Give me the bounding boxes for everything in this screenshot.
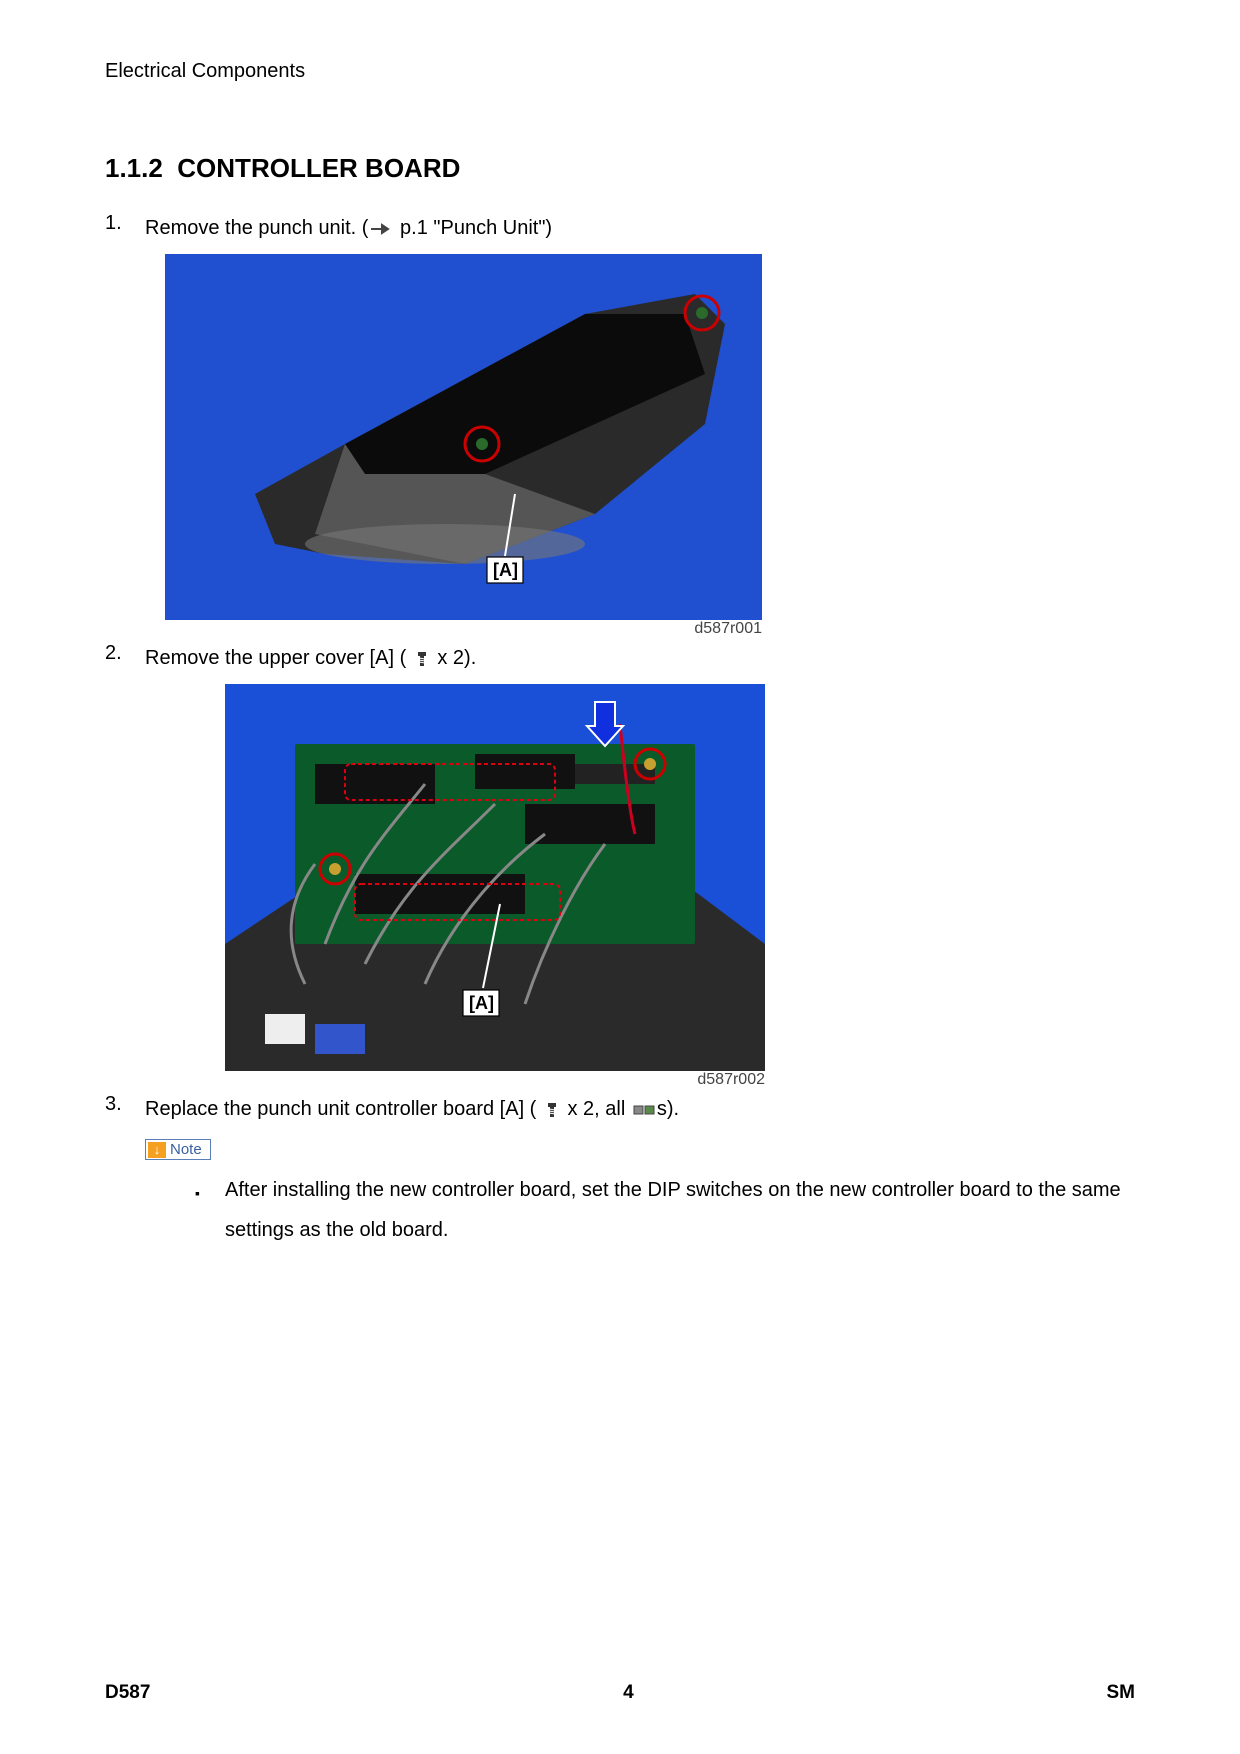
figure-2: [A] d587r002 bbox=[225, 684, 765, 1089]
step-text-post: s). bbox=[657, 1098, 679, 1120]
footer-left: D587 bbox=[105, 1682, 150, 1704]
screw-icon bbox=[544, 1101, 560, 1119]
step-2: 2. Remove the upper cover [A] ( x 2). bbox=[105, 642, 1135, 674]
step-text-mid: x 2, all bbox=[562, 1098, 631, 1120]
page-header: Electrical Components bbox=[105, 60, 1135, 83]
heading-number: 1.1.2 bbox=[105, 153, 163, 183]
figure-1: [A] d587r001 bbox=[165, 254, 762, 638]
step-text-pre: Remove the punch unit. ( bbox=[145, 217, 368, 239]
heading-title: CONTROLLER BOARD bbox=[177, 153, 460, 183]
figure-1-image: [A] bbox=[165, 254, 762, 620]
screw-icon bbox=[414, 650, 430, 668]
bullet-icon: ▪ bbox=[195, 1170, 225, 1250]
step-1: 1. Remove the punch unit. ( p.1 "Punch U… bbox=[105, 212, 1135, 244]
section-heading: 1.1.2 CONTROLLER BOARD bbox=[105, 153, 1135, 184]
figure-2-id: d587r002 bbox=[225, 1071, 765, 1089]
footer-right: SM bbox=[1107, 1682, 1136, 1704]
step-text-post: p.1 "Punch Unit") bbox=[394, 217, 552, 239]
step-text: Replace the punch unit controller board … bbox=[145, 1093, 1135, 1125]
note-label: Note bbox=[170, 1141, 202, 1158]
step-text: Remove the punch unit. ( p.1 "Punch Unit… bbox=[145, 212, 1135, 244]
reference-icon bbox=[370, 221, 392, 237]
step-text-pre: Remove the upper cover [A] ( bbox=[145, 647, 412, 669]
step-number: 3. bbox=[105, 1093, 145, 1125]
step-3: 3. Replace the punch unit controller boa… bbox=[105, 1093, 1135, 1125]
figure-1-label: [A] bbox=[493, 560, 518, 580]
step-number: 2. bbox=[105, 642, 145, 674]
step-text: Remove the upper cover [A] ( x 2). bbox=[145, 642, 1135, 674]
step-text-post: x 2). bbox=[432, 647, 476, 669]
note-arrow-icon: ↓ bbox=[148, 1142, 166, 1158]
step-text-pre: Replace the punch unit controller board … bbox=[145, 1098, 542, 1120]
bullet-text: After installing the new controller boar… bbox=[225, 1170, 1135, 1250]
page-footer: D587 4 SM bbox=[105, 1682, 1135, 1704]
figure-2-label: [A] bbox=[469, 993, 494, 1013]
note-badge: ↓Note bbox=[145, 1139, 211, 1160]
connector-icon bbox=[633, 1102, 655, 1118]
footer-center: 4 bbox=[623, 1682, 634, 1704]
note-bullet: ▪ After installing the new controller bo… bbox=[195, 1170, 1135, 1250]
figure-1-id: d587r001 bbox=[165, 620, 762, 638]
step-number: 1. bbox=[105, 212, 145, 244]
figure-2-image: [A] bbox=[225, 684, 765, 1071]
